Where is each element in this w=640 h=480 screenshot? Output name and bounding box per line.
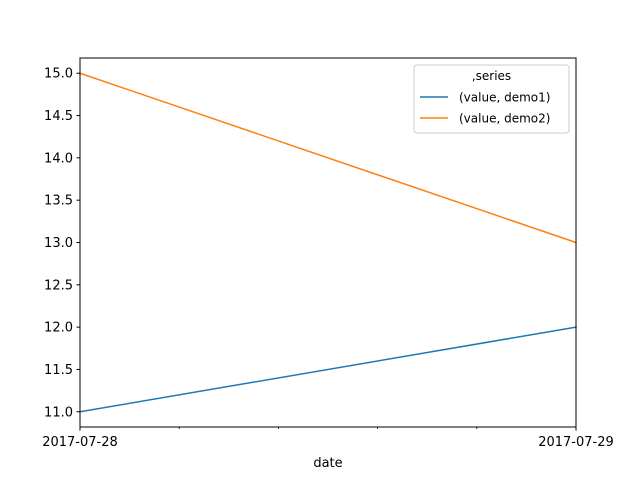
y-tick-label: 13.0 — [44, 236, 73, 251]
x-tick-label: 2017-07-28 — [42, 435, 118, 450]
y-tick-label: 15.0 — [44, 67, 73, 82]
legend: ,series (value, demo1) (value, demo2) — [413, 64, 570, 134]
y-tick-label: 11.0 — [44, 405, 73, 420]
legend-box — [413, 64, 570, 134]
x-axis: 2017-07-28 2017-07-29 — [42, 427, 614, 450]
y-axis: 11.0 11.5 12.0 12.5 13.0 13.5 14.0 14.5 15.0 — [44, 67, 80, 420]
y-tick-label: 14.5 — [44, 109, 73, 124]
legend-title: ,series — [472, 69, 511, 83]
y-tick-label: 12.5 — [44, 278, 73, 293]
x-axis-label: date — [313, 456, 342, 471]
series-line — [79, 72, 577, 244]
y-tick-label: 12.0 — [44, 321, 73, 336]
x-tick-label: 2017-07-29 — [538, 435, 614, 450]
y-tick-label: 11.5 — [44, 363, 73, 378]
series-layer — [79, 72, 577, 413]
y-tick-label: 14.0 — [44, 151, 73, 166]
y-tick-label: 13.5 — [44, 194, 73, 209]
series-line — [79, 326, 577, 413]
legend-label: (value, demo1) — [459, 91, 550, 105]
legend-label: (value, demo2) — [459, 112, 550, 126]
